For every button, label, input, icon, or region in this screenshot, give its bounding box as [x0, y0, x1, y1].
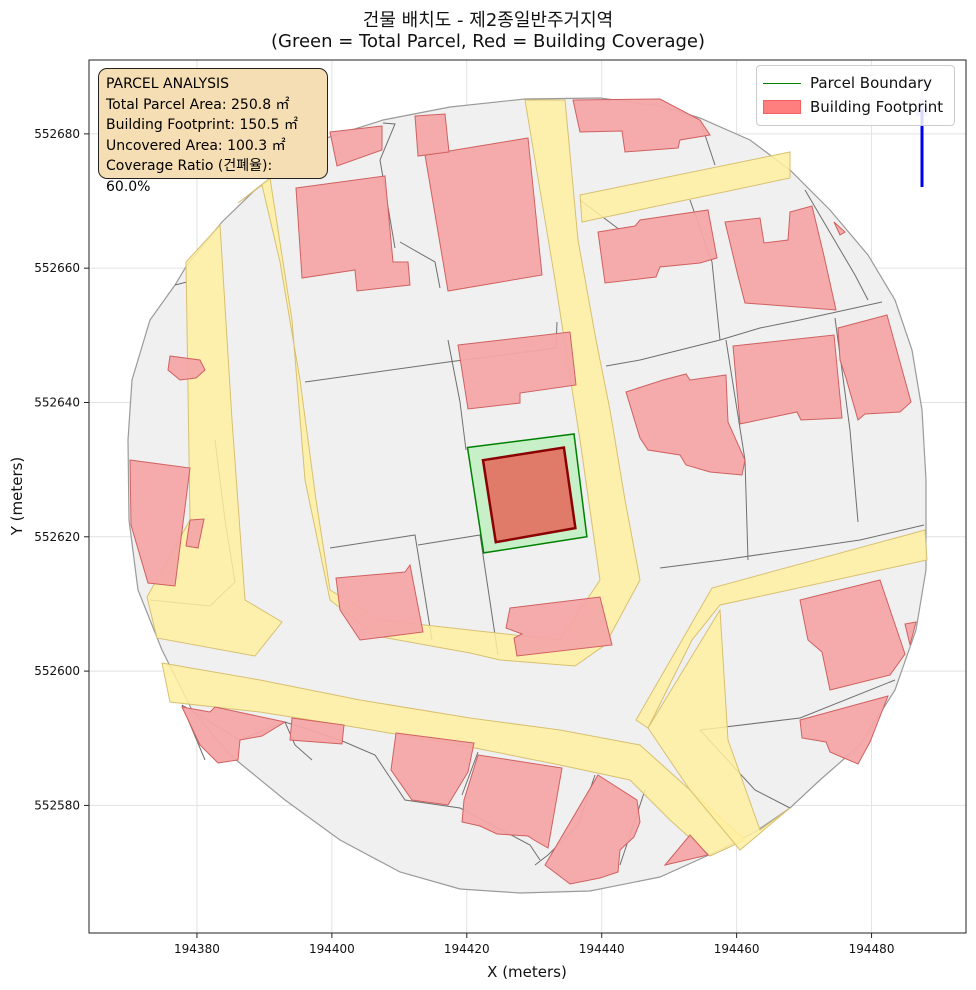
y-tick-label: 552640	[34, 395, 80, 409]
x-tick-label: 194460	[714, 942, 760, 956]
x-tick-label: 194380	[174, 942, 220, 956]
legend-item-building: Building Footprint	[763, 96, 943, 118]
x-tick-label: 194440	[579, 942, 625, 956]
legend-label-building: Building Footprint	[810, 98, 944, 116]
legend-label-parcel: Parcel Boundary	[810, 74, 933, 92]
info-total-area: Total Parcel Area: 250.8 ㎡	[106, 96, 290, 113]
y-tick-label: 552620	[34, 530, 80, 544]
axes-frame	[88, 59, 967, 934]
axis-ticks: 194380 194400 194420 194440 194460 194480 5525…	[34, 127, 894, 956]
chart-title-line1: 건물 배치도 - 제2종일반주거지역	[362, 10, 614, 31]
x-axis-label: X (meters)	[487, 963, 567, 981]
info-heading: PARCEL ANALYSIS	[106, 76, 230, 92]
x-tick-label: 194400	[309, 942, 355, 956]
building-footprint	[481, 446, 577, 544]
legend: Parcel Boundary Building Footprint	[756, 65, 955, 126]
y-tick-label: 552600	[34, 664, 80, 678]
info-footprint: Building Footprint: 150.5 ㎡	[106, 117, 299, 133]
y-tick-label: 552660	[34, 261, 80, 275]
y-axis-label: Y (meters)	[8, 457, 26, 537]
info-uncovered: Uncovered Area: 100.3 ㎡	[106, 137, 286, 154]
y-tick-label: 552580	[34, 798, 80, 812]
info-coverage-ratio: Coverage Ratio (건폐율): 60.0%	[106, 158, 273, 195]
x-tick-label: 194420	[444, 942, 490, 956]
x-tick-label: 194480	[849, 942, 895, 956]
y-tick-label: 552680	[34, 127, 80, 141]
legend-patch-swatch	[763, 100, 801, 114]
neighbor-buildings	[129, 98, 917, 885]
legend-item-parcel: Parcel Boundary	[763, 72, 932, 94]
parcel-analysis-box: PARCEL ANALYSIS Total Parcel Area: 250.8…	[98, 68, 328, 195]
legend-line-swatch	[763, 82, 801, 84]
chart-title-line2: (Green = Total Parcel, Red = Building Co…	[270, 31, 706, 52]
